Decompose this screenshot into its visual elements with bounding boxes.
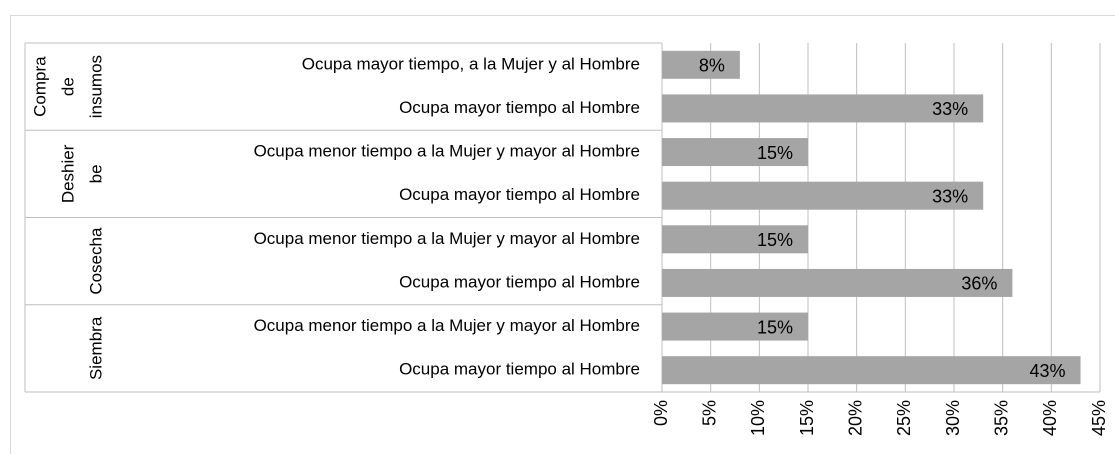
bar <box>662 181 984 210</box>
category-label: Ocupa mayor tiempo al Hombre <box>399 185 640 204</box>
group-label: Cosecha <box>86 227 105 295</box>
category-label: Ocupa mayor tiempo al Hombre <box>399 360 640 379</box>
bar <box>662 94 984 123</box>
x-tick-label: 10% <box>748 400 768 436</box>
category-label: Ocupa mayor tiempo al Hombre <box>399 98 640 117</box>
data-label: 15% <box>757 143 793 163</box>
x-tick-label: 45% <box>1089 400 1109 436</box>
group-label: Compra <box>30 56 49 117</box>
chart-border <box>10 15 1115 454</box>
group-label: be <box>86 164 105 183</box>
bar <box>662 50 740 79</box>
x-tick-label: 30% <box>943 400 963 436</box>
bar <box>662 356 1081 385</box>
group-label: Siembra <box>86 316 105 380</box>
group-label: insumos <box>86 55 105 118</box>
data-label: 15% <box>757 230 793 250</box>
data-label: 43% <box>1030 361 1066 381</box>
bar <box>662 138 808 167</box>
x-tick-label: 5% <box>699 400 719 426</box>
category-label: Ocupa mayor tiempo al Hombre <box>399 272 640 291</box>
group-label: de <box>58 77 77 96</box>
x-tick-label: 35% <box>991 400 1011 436</box>
bar <box>662 268 1013 297</box>
x-tick-label: 15% <box>797 400 817 436</box>
x-tick-label: 40% <box>1040 400 1060 436</box>
category-label: Ocupa menor tiempo a la Mujer y mayor al… <box>254 316 640 335</box>
bar <box>662 225 808 254</box>
category-label: Ocupa mayor tiempo, a la Mujer y al Homb… <box>302 54 640 73</box>
x-tick-label: 25% <box>894 400 914 436</box>
x-tick-label: 20% <box>845 400 865 436</box>
category-label: Ocupa menor tiempo a la Mujer y mayor al… <box>254 142 640 161</box>
data-label: 15% <box>757 317 793 337</box>
data-label: 36% <box>961 274 997 294</box>
data-label: 8% <box>699 56 725 76</box>
category-label: Ocupa menor tiempo a la Mujer y mayor al… <box>254 229 640 248</box>
group-label: Deshier <box>58 144 77 203</box>
data-label: 33% <box>932 99 968 119</box>
x-tick-label: 0% <box>651 400 671 426</box>
bar <box>662 312 808 341</box>
data-label: 33% <box>932 186 968 206</box>
